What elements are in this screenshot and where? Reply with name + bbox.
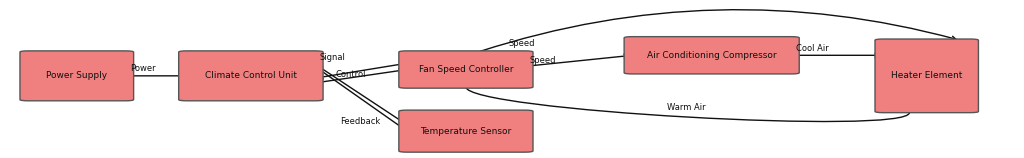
- Text: Climate Control Unit: Climate Control Unit: [205, 71, 297, 80]
- FancyBboxPatch shape: [178, 51, 324, 101]
- Text: Air Conditioning Compressor: Air Conditioning Compressor: [647, 51, 776, 60]
- Text: Warm Air: Warm Air: [668, 103, 706, 112]
- Text: Temperature Sensor: Temperature Sensor: [420, 127, 512, 136]
- Text: Speed: Speed: [530, 56, 556, 65]
- Text: Power: Power: [131, 64, 157, 73]
- Text: Cool Air: Cool Air: [797, 44, 828, 53]
- FancyBboxPatch shape: [399, 110, 532, 152]
- FancyBboxPatch shape: [624, 37, 799, 74]
- Text: Signal: Signal: [319, 53, 346, 62]
- Text: Speed: Speed: [509, 39, 535, 48]
- FancyArrowPatch shape: [466, 87, 909, 122]
- Text: Control: Control: [336, 70, 366, 79]
- Text: Fan Speed Controller: Fan Speed Controller: [419, 65, 513, 74]
- FancyBboxPatch shape: [19, 51, 133, 101]
- Text: Heater Element: Heater Element: [891, 71, 963, 80]
- Text: Power Supply: Power Supply: [46, 71, 108, 80]
- FancyBboxPatch shape: [399, 51, 532, 88]
- FancyBboxPatch shape: [874, 39, 979, 113]
- Text: Feedback: Feedback: [340, 117, 381, 126]
